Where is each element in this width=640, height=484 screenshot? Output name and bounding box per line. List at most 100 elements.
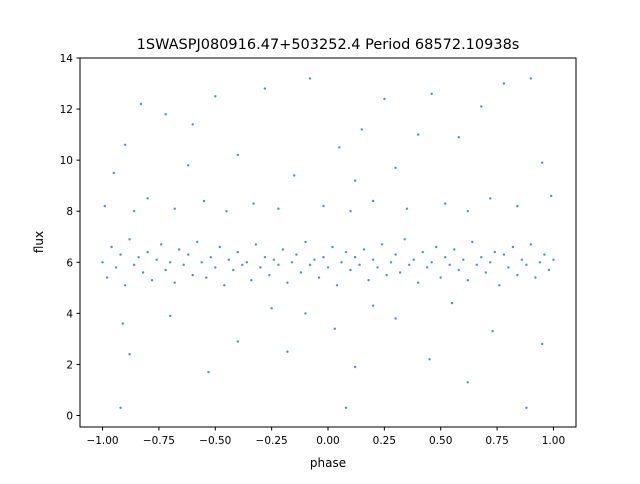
data-point xyxy=(552,258,555,261)
data-point xyxy=(538,261,542,264)
x-tick-label: 0.75 xyxy=(485,435,508,447)
data-point xyxy=(534,276,537,279)
data-point xyxy=(435,245,438,249)
y-tick-label: 6 xyxy=(66,257,73,269)
data-point xyxy=(214,95,217,98)
data-point xyxy=(466,381,469,384)
y-tick-label: 4 xyxy=(66,308,73,320)
data-point xyxy=(430,92,433,96)
data-point xyxy=(173,281,176,284)
data-point xyxy=(489,261,492,264)
data-point xyxy=(480,256,483,259)
data-point xyxy=(338,146,341,149)
data-point xyxy=(250,279,253,282)
data-point xyxy=(218,245,221,249)
data-point xyxy=(123,143,127,146)
data-point xyxy=(353,179,357,182)
y-tick-label: 12 xyxy=(60,104,73,116)
data-point xyxy=(403,238,406,241)
data-point xyxy=(304,312,307,315)
data-point xyxy=(471,240,474,244)
data-point xyxy=(371,304,375,307)
data-point xyxy=(543,253,546,256)
y-tick-label: 0 xyxy=(66,411,73,423)
x-tick-label: −1.00 xyxy=(86,435,118,447)
x-axis-ticks: −1.00 −0.75 −0.50 −0.25 0.00 0.25 0.50 0.75 1.00 xyxy=(86,427,565,447)
data-point xyxy=(448,263,451,266)
data-point xyxy=(308,77,312,80)
data-point xyxy=(457,268,460,272)
data-point xyxy=(525,406,528,409)
data-point xyxy=(313,258,316,261)
data-point xyxy=(223,284,226,287)
data-point xyxy=(263,87,267,90)
data-point xyxy=(128,353,131,356)
data-point xyxy=(241,263,244,266)
data-point xyxy=(480,105,483,108)
data-point xyxy=(498,284,501,287)
data-point xyxy=(114,266,118,269)
data-point xyxy=(380,243,384,246)
data-point xyxy=(394,317,397,320)
data-point xyxy=(360,128,363,131)
data-point xyxy=(344,250,348,254)
data-point xyxy=(430,261,433,264)
data-point xyxy=(405,207,409,210)
data-point xyxy=(119,406,122,409)
y-axis-label: flux xyxy=(32,231,46,253)
data-point xyxy=(290,261,294,264)
data-point xyxy=(132,263,136,266)
y-tick-label: 14 xyxy=(60,53,74,65)
data-point xyxy=(123,284,127,287)
data-point xyxy=(367,279,370,282)
data-point xyxy=(150,279,154,282)
data-point xyxy=(371,258,375,261)
data-point xyxy=(200,261,203,264)
data-point xyxy=(187,164,190,167)
data-point xyxy=(529,77,533,80)
data-point xyxy=(169,261,172,264)
x-tick-label: 0.25 xyxy=(373,435,396,447)
data-point xyxy=(489,197,492,200)
data-point xyxy=(112,171,116,175)
x-axis-label: phase xyxy=(310,456,346,470)
data-point xyxy=(541,342,544,346)
data-point xyxy=(444,256,447,259)
data-point xyxy=(209,256,212,259)
data-point xyxy=(277,207,280,210)
data-point xyxy=(119,253,122,256)
data-point xyxy=(466,210,469,213)
data-point xyxy=(376,266,379,269)
data-point xyxy=(326,266,330,269)
data-point xyxy=(268,273,271,277)
data-point xyxy=(304,240,307,244)
data-point xyxy=(340,261,343,264)
data-point xyxy=(475,263,478,266)
data-point xyxy=(103,204,107,208)
data-point xyxy=(444,202,447,205)
data-point xyxy=(254,243,258,246)
data-point xyxy=(252,202,255,205)
data-point xyxy=(286,281,289,284)
x-tick-label: 0.00 xyxy=(316,435,339,447)
data-point xyxy=(146,197,149,200)
data-point xyxy=(529,243,533,246)
data-point xyxy=(263,256,267,259)
data-point xyxy=(202,199,206,203)
data-point xyxy=(462,258,465,261)
data-point xyxy=(259,266,262,269)
data-point xyxy=(349,268,352,272)
data-point xyxy=(394,166,397,169)
data-point xyxy=(520,258,524,261)
data-point xyxy=(277,263,280,266)
data-point xyxy=(245,261,248,264)
data-point xyxy=(439,276,442,279)
data-point xyxy=(322,256,325,259)
data-point xyxy=(205,276,208,279)
y-tick-label: 2 xyxy=(66,359,73,371)
data-point xyxy=(457,136,460,139)
x-tick-label: −0.75 xyxy=(143,435,175,447)
x-tick-label: −0.50 xyxy=(199,435,231,447)
data-point xyxy=(225,210,228,213)
